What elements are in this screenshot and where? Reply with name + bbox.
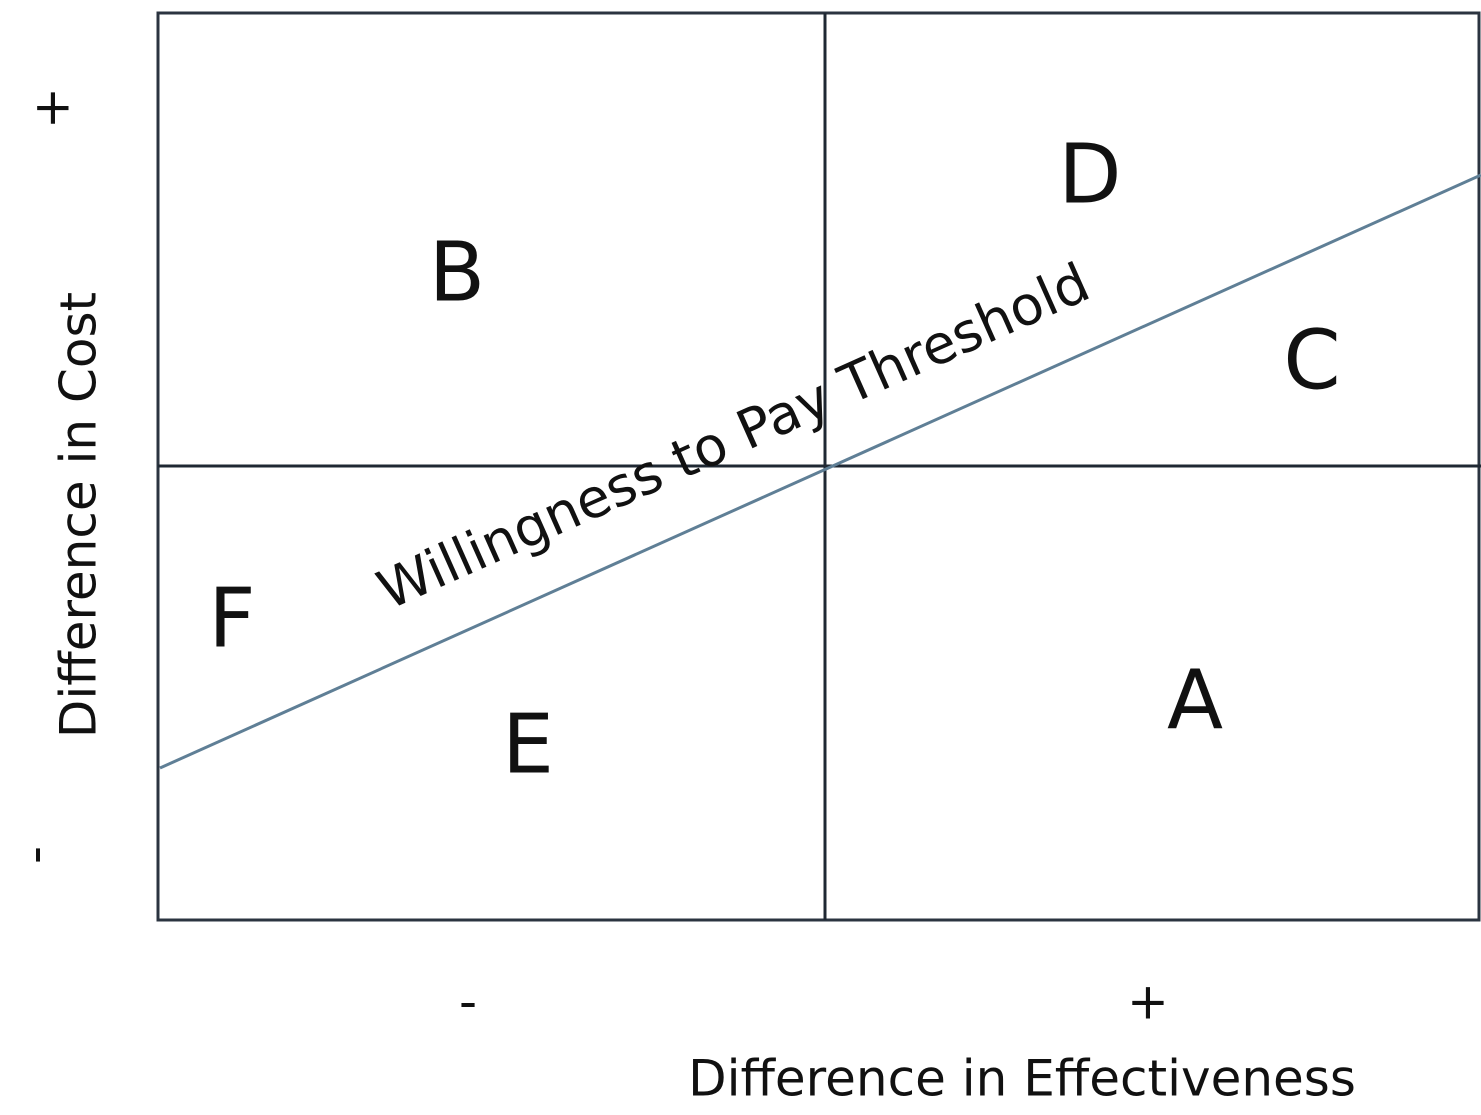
x-axis-plus: +	[1127, 973, 1169, 1031]
y-axis-minus: -	[6, 846, 64, 864]
region-label: C	[1283, 313, 1340, 408]
region-label: D	[1058, 127, 1121, 222]
y-axis-plus: +	[23, 87, 81, 129]
y-axis-label: Difference in Cost	[50, 292, 108, 738]
threshold-line	[159, 173, 1481, 770]
region-label: F	[208, 571, 255, 666]
x-axis-minus: -	[459, 973, 477, 1031]
region-label: E	[502, 697, 554, 792]
region-label: B	[429, 225, 485, 320]
x-axis-label: Difference in Effectiveness	[688, 1050, 1356, 1108]
region-label: A	[1167, 653, 1223, 748]
